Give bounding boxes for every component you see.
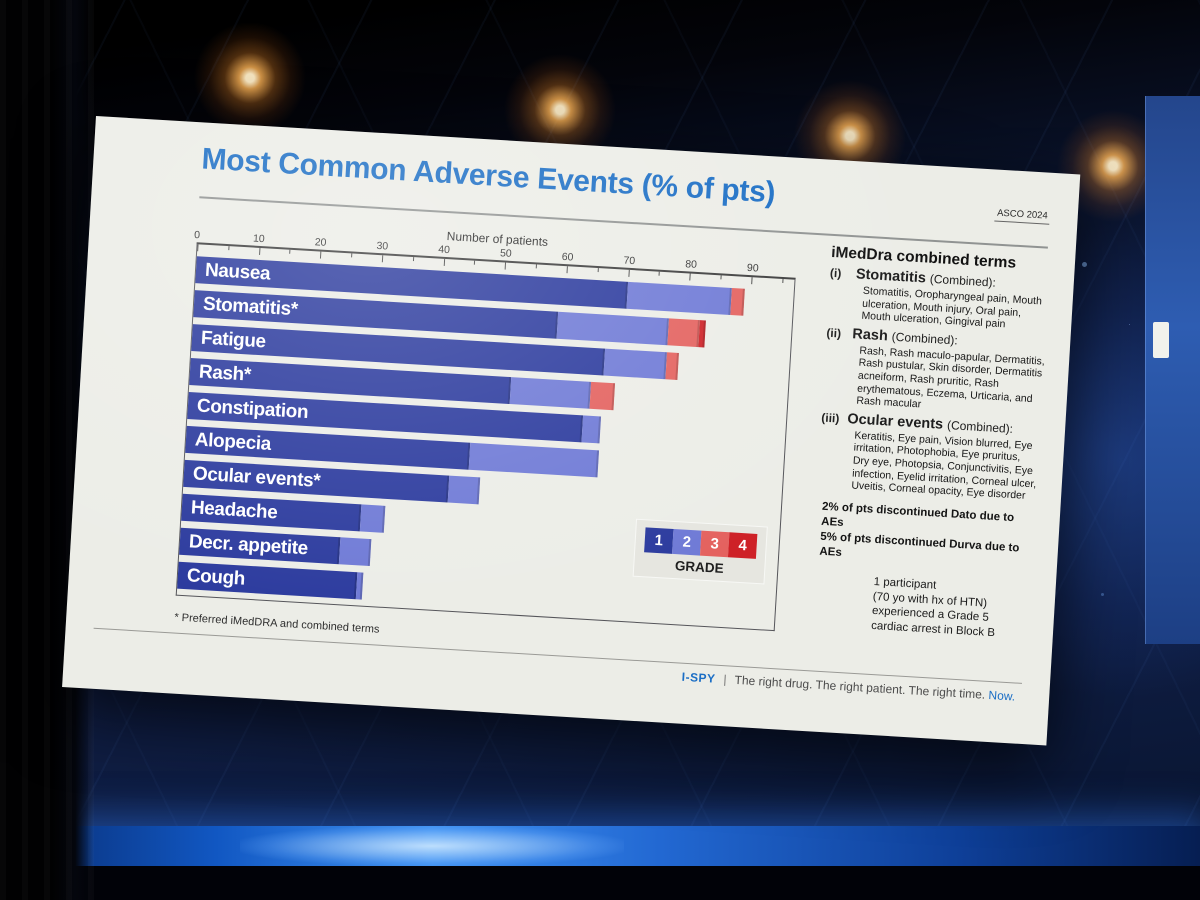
- axis-major-tick: [320, 251, 322, 259]
- imeddra-item-marker: (i): [829, 265, 842, 281]
- bar-segment-grade-2: [509, 377, 591, 409]
- axis-tick-label: 60: [561, 250, 574, 264]
- stage-floor: [0, 866, 1200, 900]
- bar-category-label: Ocular events*: [192, 463, 321, 492]
- bar-category-label: Stomatitis*: [202, 293, 299, 321]
- axis-minor-tick: [535, 264, 538, 269]
- axis-major-tick: [504, 262, 507, 270]
- bar-segment-grade-2: [556, 311, 669, 346]
- axis-tick-label: 30: [376, 239, 389, 253]
- grade-legend-swatch-4: 4: [727, 532, 758, 559]
- bar-segment-grade-2: [447, 475, 481, 505]
- bar-segment-grade-2: [355, 572, 364, 600]
- plot-area: Nausea Stomatitis* Fatigue Rash* Constipatio…: [175, 242, 796, 632]
- footer-tagline-highlight: Now.: [988, 687, 1016, 704]
- bar-category-label: Rash*: [198, 361, 252, 386]
- stage-light-icon: [190, 18, 310, 138]
- bar-segment-grade-4: [697, 320, 706, 348]
- bar-segment-grade-2: [581, 415, 602, 444]
- axis-minor-tick: [720, 275, 722, 280]
- axis-minor-tick: [351, 253, 353, 258]
- imeddra-item: (i) Stomatitis (Combined): Stomatitis, Orop…: [827, 265, 1050, 334]
- bar-category-label: Headache: [190, 497, 278, 524]
- axis-major-tick: [381, 255, 384, 263]
- axis-major-tick: [689, 273, 691, 281]
- bar-segment-grade-2: [468, 442, 600, 478]
- bar-segment-grade-2: [359, 504, 386, 533]
- bar-category-label: Alopecia: [194, 429, 272, 455]
- ispy-logo: I-SPY: [681, 669, 716, 686]
- imeddra-item: (iii) Ocular events (Combined): Keratitis, …: [817, 409, 1041, 503]
- slide-title: Most Common Adverse Events (% of pts): [200, 142, 777, 210]
- axis-tick-label: 40: [437, 243, 451, 257]
- slide-footer: I-SPY | The right drug. The right patient.…: [681, 670, 1015, 704]
- axis-tick-label: 0: [193, 229, 201, 242]
- footer-tagline: The right drug. The right patient. The r…: [734, 672, 986, 702]
- discontinuation-notes: 2% of pts discontinued Dato due to AEs 5%…: [819, 499, 1036, 571]
- bar-segment-grade-3: [665, 352, 679, 380]
- grade-legend-title: GRADE: [674, 558, 725, 577]
- participant-note: 1 participant (70 yo with hx of HTN) exper…: [871, 575, 1032, 642]
- imeddra-item-marker: (ii): [826, 325, 842, 341]
- axis-major-tick: [443, 258, 445, 266]
- bar-category-label: Nausea: [204, 259, 271, 285]
- axis-minor-tick: [228, 246, 230, 251]
- axis-tick-label: 50: [499, 247, 513, 260]
- axis-tick-label: 10: [252, 232, 266, 246]
- adverse-events-chart: Number of patients 0 10 20 30 40 50 60 70 80 90 N…: [175, 214, 798, 632]
- adjacent-screen-content: [1153, 322, 1169, 358]
- bar-category-label: Constipation: [196, 395, 309, 424]
- axis-minor-tick: [597, 268, 599, 273]
- imeddra-items: (i) Stomatitis (Combined): Stomatitis, Orop…: [817, 265, 1050, 503]
- bar-category-label: Fatigue: [200, 327, 267, 353]
- imeddra-term: Rash: [851, 326, 889, 345]
- grade-legend-swatch-2: 2: [672, 528, 702, 556]
- axis-major-tick: [627, 269, 630, 277]
- bar-segment-grade-2: [626, 281, 733, 315]
- imeddra-item-marker: (iii): [820, 410, 840, 426]
- axis-major-tick: [258, 247, 261, 255]
- grade-legend-swatch-1: 1: [644, 527, 674, 554]
- conference-label: ASCO 2024: [994, 207, 1051, 225]
- axis-minor-tick: [289, 249, 291, 254]
- footer-separator: |: [723, 672, 728, 687]
- grade-legend-swatch-3: 3: [699, 530, 730, 558]
- axis-minor-tick: [658, 271, 661, 276]
- slide-footnote: * Preferred iMedDRA and combined terms: [174, 611, 380, 636]
- imeddra-panel: iMedDra combined terms (i) Stomatitis (Com…: [809, 244, 1052, 642]
- bar-segment-grade-3: [730, 288, 745, 316]
- bar-segment-grade-2: [339, 537, 372, 567]
- imeddra-term-detail: Rash, Rash maculo-papular, Dermatitis, R…: [856, 344, 1046, 411]
- axis-major-tick: [197, 244, 199, 252]
- axis-tick-label: 80: [684, 258, 698, 271]
- axis-tick-label: 90: [746, 261, 760, 275]
- wall-network-dots: [1082, 262, 1087, 267]
- stage-led-strip: [0, 826, 1200, 866]
- axis-minor-tick: [781, 278, 784, 284]
- axis-tick-label: 70: [623, 254, 636, 268]
- axis-major-tick: [751, 277, 753, 285]
- axis-tick-label: 20: [314, 236, 327, 249]
- axis-major-tick: [566, 266, 568, 274]
- adjacent-screen-edge: [1145, 96, 1200, 644]
- footer-divider: [93, 627, 1023, 684]
- bar-category-label: Decr. appetite: [188, 531, 309, 560]
- bar-segment-grade-2: [603, 348, 667, 380]
- axis-minor-tick: [474, 260, 476, 265]
- imeddra-item: (ii) Rash (Combined): Rash, Rash maculo-pap…: [822, 324, 1046, 418]
- presentation-slide: Most Common Adverse Events (% of pts) AS…: [62, 116, 1081, 746]
- imeddra-term-detail: Keratitis, Eye pain, Vision blurred, Eye…: [851, 429, 1037, 502]
- bar-segment-grade-3: [589, 381, 616, 411]
- axis-minor-tick: [412, 257, 414, 262]
- bar-category-label: Cough: [186, 565, 246, 590]
- bar-segment-grade-3: [667, 318, 700, 348]
